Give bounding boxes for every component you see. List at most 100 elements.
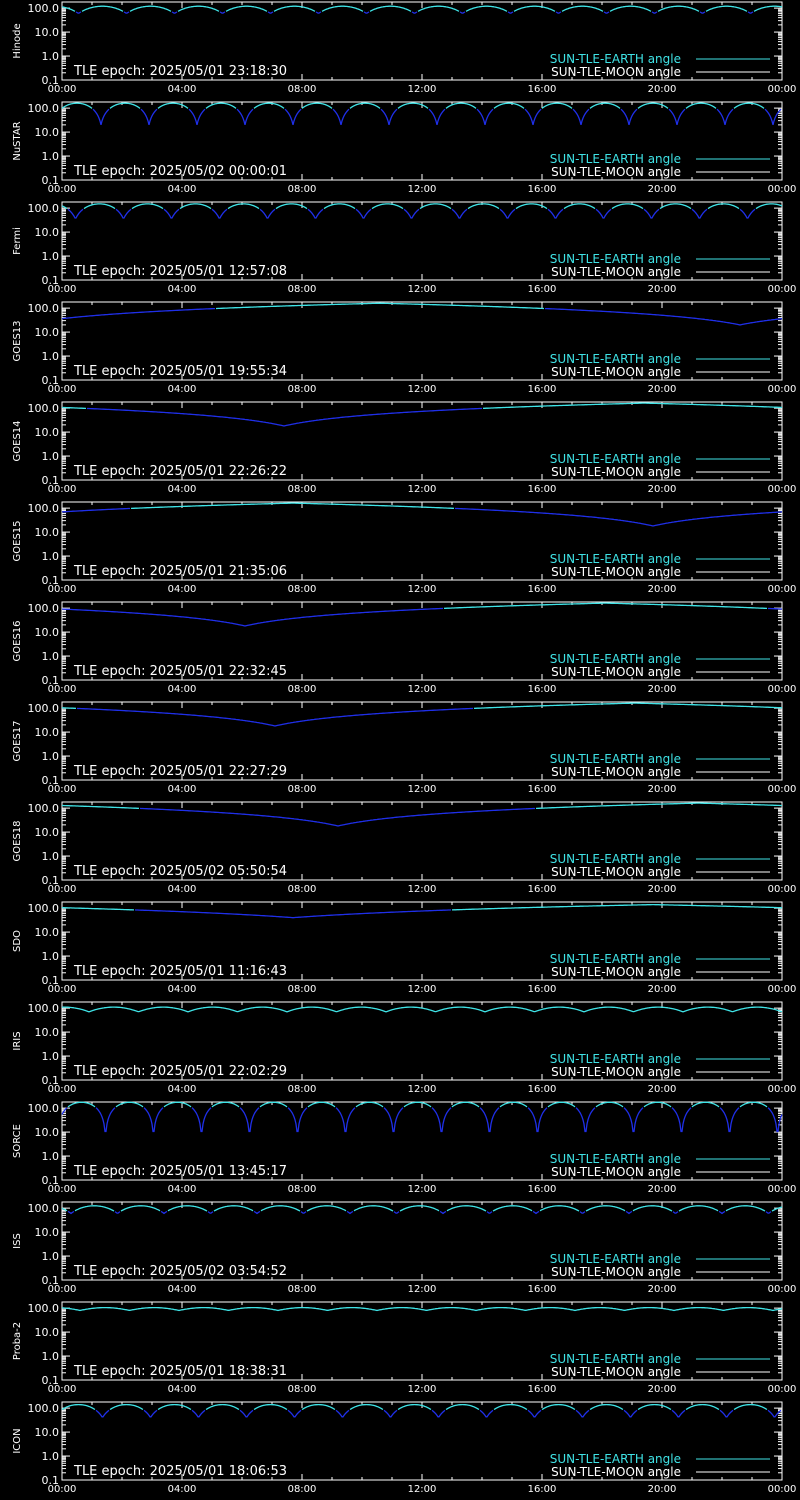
- y-tick-label: 0.1: [42, 74, 60, 87]
- satellite-label: Fermi: [12, 227, 23, 255]
- x-tick-label: 08:00: [288, 884, 317, 895]
- y-tick-label: 1.0: [42, 250, 60, 263]
- tle-epoch-label: TLE epoch: 2025/05/01 22:26:22: [73, 464, 287, 479]
- x-tick-label: 08:00: [288, 484, 317, 495]
- tle-epoch-label: TLE epoch: 2025/05/01 23:18:30: [73, 64, 287, 79]
- y-tick-label: 1.0: [42, 1250, 60, 1263]
- chart-panel-13: 100.010.01.00.100:00 04:00 08:00 12:00 16:00…: [12, 1301, 796, 1395]
- earth-angle-line-high: [62, 802, 782, 810]
- y-tick-label: 10.0: [35, 126, 60, 139]
- x-tick-label: 20:00: [648, 84, 677, 95]
- y-tick-label: 1.0: [42, 450, 60, 463]
- satellite-label: ISS: [12, 1233, 23, 1249]
- x-tick-label: 16:00: [528, 784, 557, 795]
- x-tick-label: 20:00: [648, 884, 677, 895]
- satellite-label: GOES14: [12, 420, 23, 461]
- earth-angle-line-high: [131, 502, 455, 510]
- x-tick-label: 00:00: [768, 884, 797, 895]
- legend-earth-label: SUN-TLE-EARTH angle: [550, 752, 681, 766]
- chart-panel-8: 100.010.01.00.100:00 04:00 08:00 12:00 16:00…: [12, 801, 797, 895]
- satellite-label: GOES18: [12, 820, 23, 861]
- x-tick-label: 00:00: [768, 784, 797, 795]
- x-tick-label: 00:00: [48, 884, 77, 895]
- y-tick-label: 100.0: [28, 1302, 60, 1315]
- earth-angle-line-high: [62, 702, 783, 710]
- x-tick-label: 00:00: [48, 1184, 77, 1195]
- x-tick-label: 08:00: [288, 684, 317, 695]
- tle-epoch-label: TLE epoch: 2025/05/01 22:02:29: [73, 1064, 287, 1079]
- earth-angle-line-high: [62, 903, 782, 911]
- x-tick-label: 12:00: [408, 184, 437, 195]
- y-tick-label: 10.0: [35, 1226, 60, 1239]
- y-tick-label: 1.0: [42, 1150, 60, 1163]
- satellite-label: GOES13: [12, 320, 23, 361]
- earth-angle-line-low: [61, 507, 782, 527]
- x-tick-label: 16:00: [528, 384, 557, 395]
- satellite-label: Hinode: [12, 23, 23, 58]
- legend-earth-label: SUN-TLE-EARTH angle: [550, 1052, 681, 1066]
- chart-panel-10: 100.010.01.00.100:00 04:00 08:00 12:00 16:00…: [12, 1001, 796, 1095]
- x-tick-label: 00:00: [768, 1184, 797, 1195]
- chart-panel-0: 100.010.01.00.100:00 04:00 08:00 12:00 16:00…: [12, 1, 796, 95]
- earth-angle-line-low: [67, 1210, 772, 1215]
- y-tick-label: 10.0: [35, 1126, 60, 1139]
- x-tick-label: 04:00: [168, 1084, 197, 1095]
- y-tick-label: 10.0: [35, 1326, 60, 1339]
- x-tick-label: 12:00: [408, 884, 437, 895]
- x-tick-label: 04:00: [168, 1384, 197, 1395]
- legend-moon-label: SUN-TLE-MOON angle: [551, 865, 681, 879]
- x-tick-label: 00:00: [768, 384, 797, 395]
- y-tick-label: 10.0: [35, 826, 60, 839]
- y-tick-label: 0.1: [42, 274, 60, 287]
- x-tick-label: 12:00: [408, 784, 437, 795]
- x-tick-label: 20:00: [648, 184, 677, 195]
- legend-moon-label: SUN-TLE-MOON angle: [551, 465, 681, 479]
- y-tick-label: 1.0: [42, 150, 60, 163]
- earth-angle-line-low: [67, 208, 756, 219]
- x-tick-label: 16:00: [528, 1484, 557, 1495]
- tle-epoch-label: TLE epoch: 2025/05/01 18:06:53: [73, 1464, 287, 1479]
- y-tick-label: 0.1: [42, 1374, 60, 1387]
- x-tick-label: 00:00: [48, 1384, 77, 1395]
- legend-earth-label: SUN-TLE-EARTH angle: [550, 52, 681, 66]
- x-tick-label: 12:00: [408, 484, 437, 495]
- x-tick-label: 00:00: [768, 484, 797, 495]
- satellite-label: GOES16: [12, 620, 23, 661]
- tle-epoch-label: TLE epoch: 2025/05/02 00:00:01: [73, 164, 287, 179]
- chart-panel-12: 100.010.01.00.100:00 04:00 08:00 12:00 16:00…: [12, 1201, 796, 1295]
- x-tick-label: 00:00: [48, 84, 77, 95]
- earth-angle-line-low: [139, 807, 535, 827]
- x-tick-label: 12:00: [408, 384, 437, 395]
- x-tick-label: 04:00: [168, 184, 197, 195]
- y-tick-label: 0.1: [42, 1074, 60, 1087]
- earth-angle-line-low: [62, 607, 783, 627]
- y-tick-label: 0.1: [42, 574, 60, 587]
- y-tick-label: 0.1: [42, 674, 60, 687]
- x-tick-label: 12:00: [408, 284, 437, 295]
- x-tick-label: 16:00: [528, 184, 557, 195]
- x-tick-label: 04:00: [168, 384, 197, 395]
- satellite-label: SORCE: [12, 1124, 23, 1158]
- legend-moon-label: SUN-TLE-MOON angle: [551, 1465, 681, 1479]
- x-tick-label: 16:00: [528, 1284, 557, 1295]
- y-tick-label: 100.0: [28, 1102, 60, 1115]
- y-tick-label: 10.0: [35, 526, 60, 539]
- legend-moon-label: SUN-TLE-MOON angle: [551, 165, 681, 179]
- earth-angle-line-high: [61, 1006, 783, 1013]
- y-tick-label: 100.0: [28, 102, 60, 115]
- legend-moon-label: SUN-TLE-MOON angle: [551, 1365, 681, 1379]
- x-tick-label: 04:00: [168, 884, 197, 895]
- tle-epoch-label: TLE epoch: 2025/05/01 18:38:31: [73, 1364, 287, 1379]
- y-tick-label: 10.0: [35, 726, 60, 739]
- x-tick-label: 20:00: [648, 1384, 677, 1395]
- y-tick-label: 100.0: [28, 602, 60, 615]
- x-tick-label: 12:00: [408, 684, 437, 695]
- x-tick-label: 12:00: [408, 1184, 437, 1195]
- earth-angle-line-high: [216, 302, 544, 310]
- earth-angle-line-high: [61, 402, 782, 410]
- y-tick-label: 100.0: [28, 502, 60, 515]
- y-tick-label: 0.1: [42, 1274, 60, 1287]
- x-tick-label: 00:00: [768, 584, 797, 595]
- legend-moon-label: SUN-TLE-MOON angle: [551, 965, 681, 979]
- x-tick-label: 08:00: [288, 984, 317, 995]
